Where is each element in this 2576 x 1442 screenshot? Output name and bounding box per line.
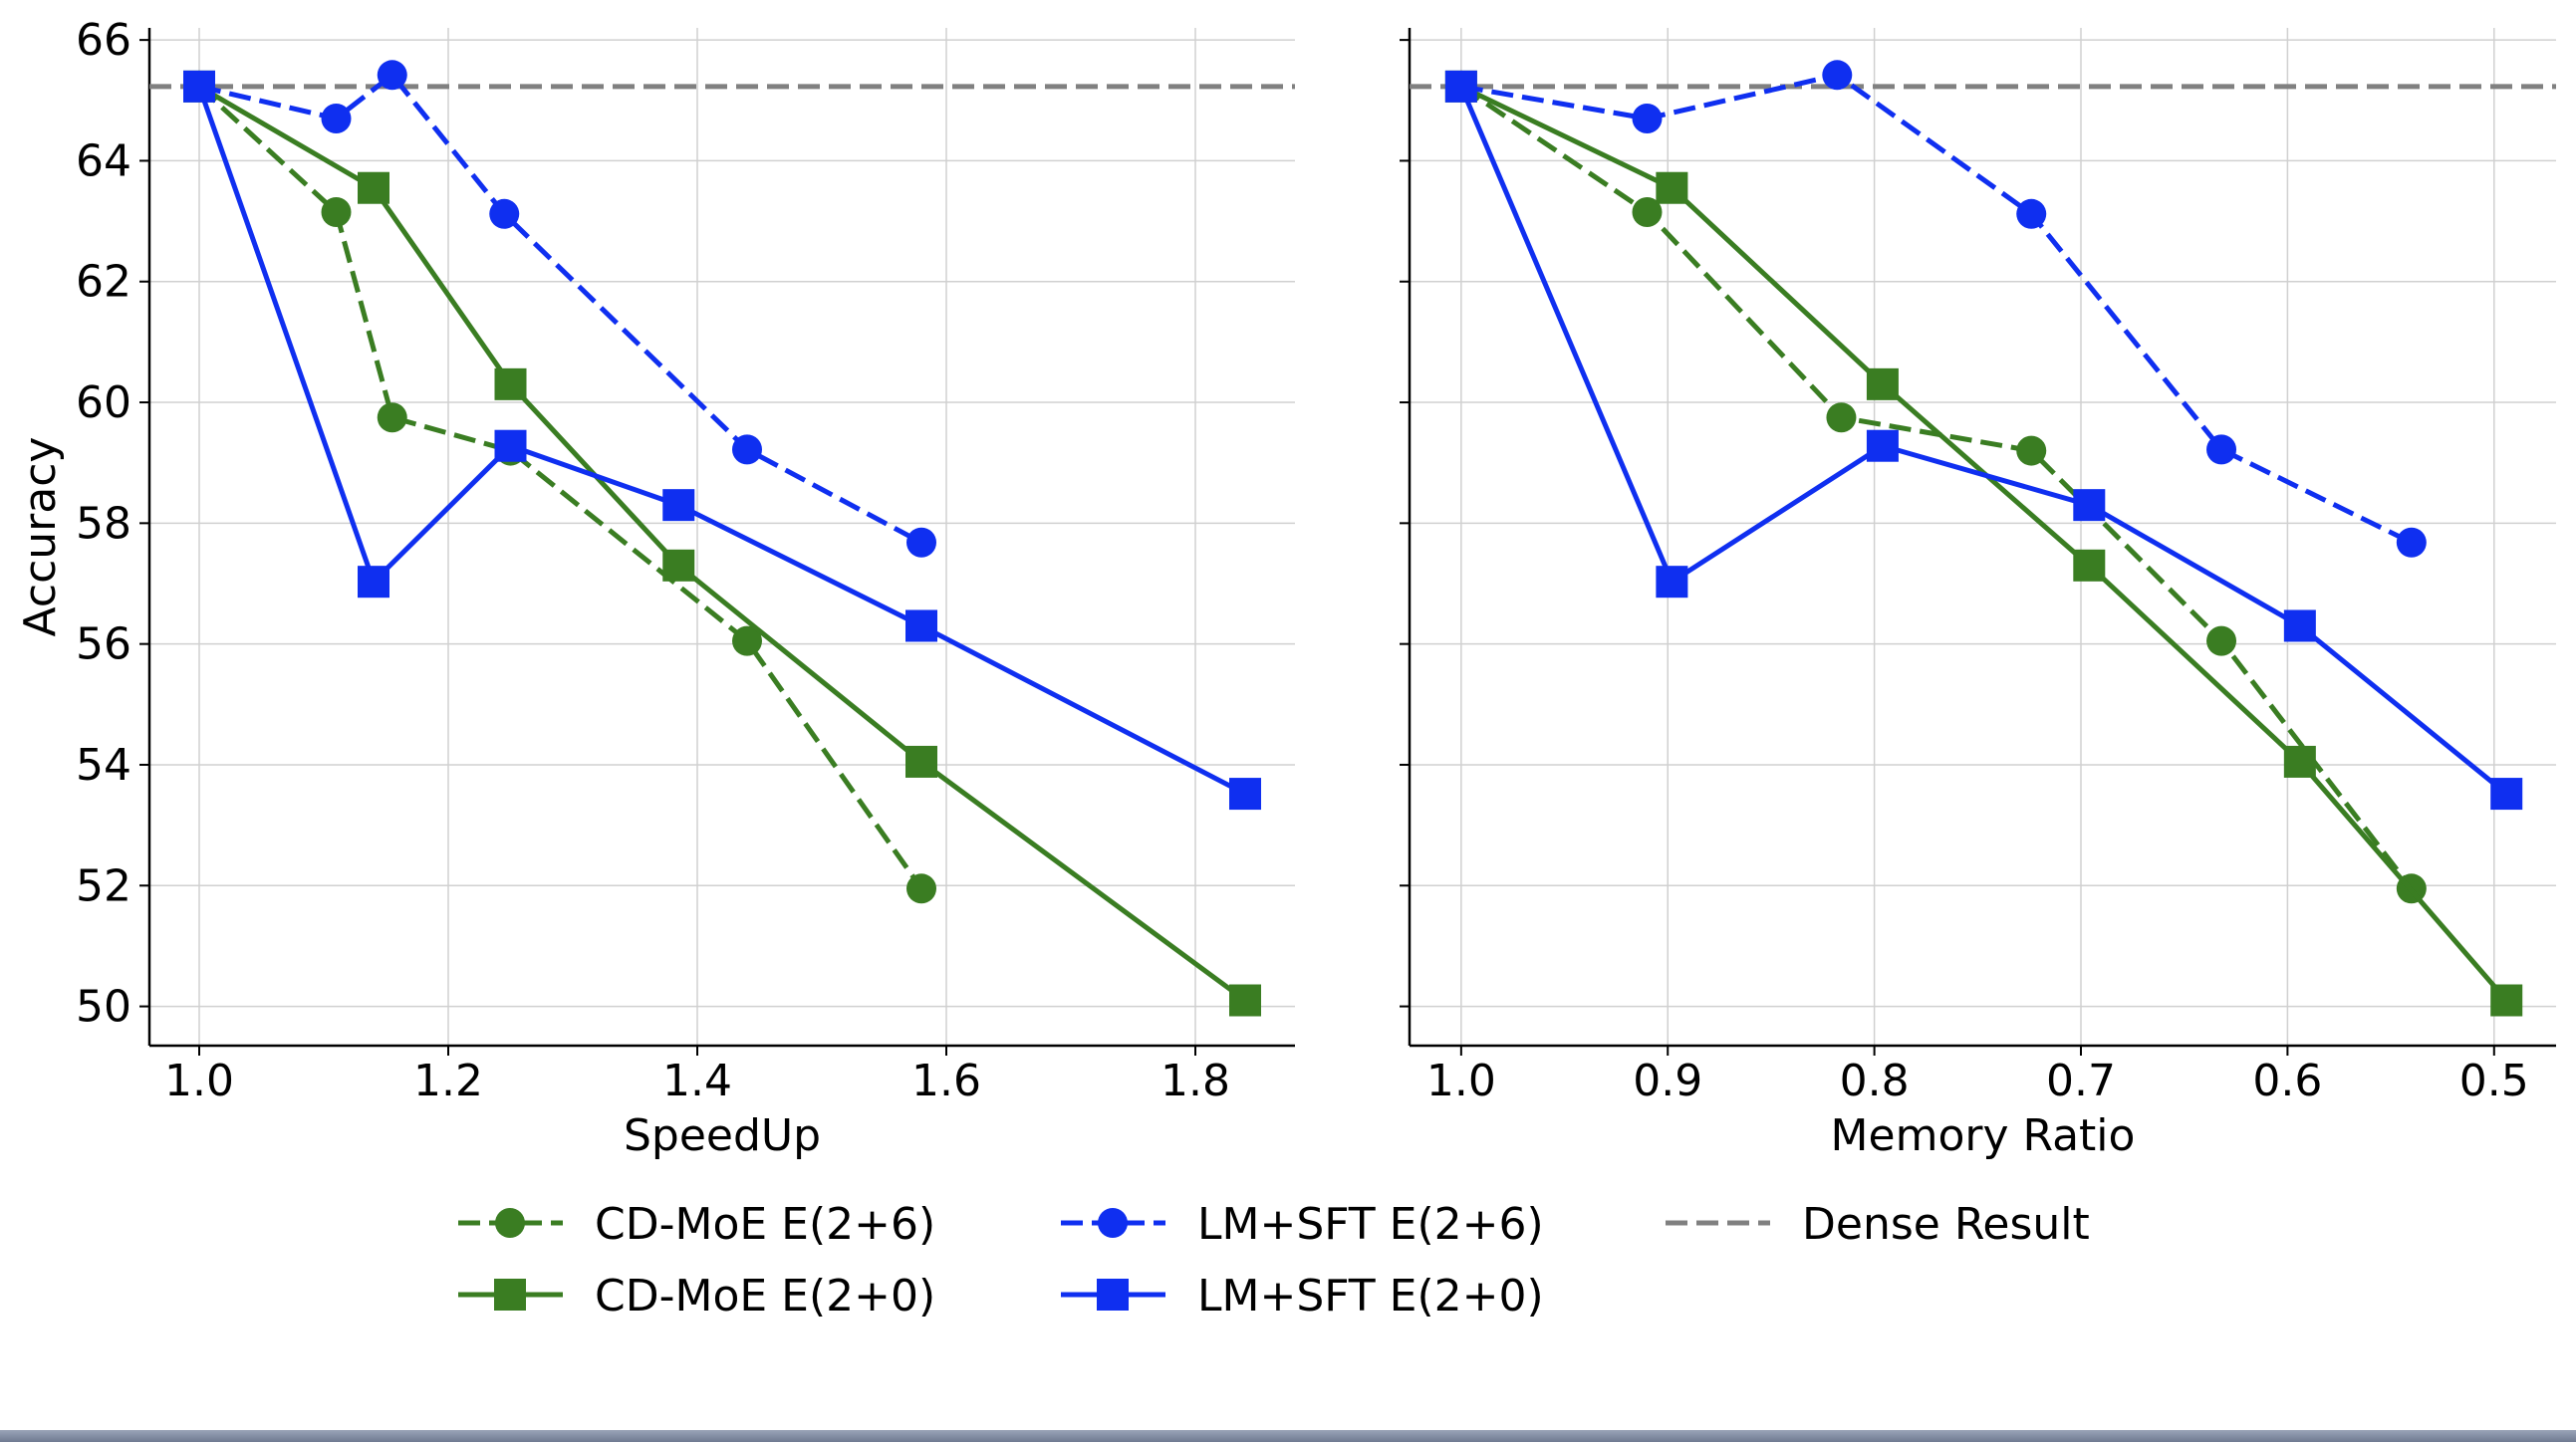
legend-item: Dense Result [1666,1199,2090,1250]
data-point [906,873,936,904]
data-point [358,171,389,204]
chart-panel-1: 1.0 1.2 1.4 1.6 1.8 50 52 54 56 58 60 62 64 66 SpeedUp… [15,15,1295,1161]
data-point [905,745,937,778]
x-tick-label: 1.0 [164,1056,234,1106]
data-point [494,429,527,462]
data-point [2016,198,2047,229]
data-point [377,60,407,91]
series-lm-sft-e-2-6- [1445,60,2427,558]
x-tick-label: 0.7 [2046,1056,2116,1106]
data-point [1229,984,1261,1017]
data-point [1866,429,1899,462]
legend-item: CD-MoE E(2+0) [458,1271,935,1322]
data-point [2396,527,2427,558]
y-tick-label: 64 [76,135,131,186]
data-point [2016,435,2047,466]
gridlines [1410,28,2556,1046]
data-point [2073,489,2106,522]
data-point [1826,402,1857,433]
data-point [494,367,527,400]
data-point [906,527,936,558]
x-tick-label: 1.6 [911,1056,981,1106]
data-point [321,103,352,133]
series-line [1460,72,2413,546]
series-lm-sft-e-2-6- [184,60,936,558]
data-point [1822,60,1853,91]
legend-item: CD-MoE E(2+6) [458,1199,935,1250]
data-point [662,489,695,522]
x-tick-label: 1.8 [1160,1056,1230,1106]
x-tick-label: 0.5 [2459,1056,2529,1106]
legend-item: LM+SFT E(2+6) [1061,1199,1544,1250]
legend-swatch-marker [494,1279,526,1311]
data-point [732,434,762,465]
series-line [1459,84,2414,890]
series-line [198,72,923,545]
legend-label: LM+SFT E(2+0) [1197,1271,1544,1322]
series-line [197,84,924,890]
legend-swatch-marker [1097,1279,1129,1311]
legend-label: LM+SFT E(2+6) [1197,1199,1544,1250]
y-tick-label: 56 [76,619,131,670]
data-point [183,70,215,103]
series-lm-sft-e-2-0- [1444,70,2523,811]
data-point [662,549,695,582]
series-cd-moe-e-2-6- [1445,71,2427,904]
x-axis-label: SpeedUp [624,1110,821,1161]
y-tick-label: 50 [76,982,131,1033]
series-lm-sft-e-2-0- [183,70,1261,811]
data-point [2490,984,2523,1017]
data-point [2490,778,2523,811]
legend-swatch-marker [495,1208,525,1238]
legend-label: CD-MoE E(2+0) [595,1271,935,1322]
series-cd-moe-e-2-0- [1444,70,2523,1017]
y-tick-label: 52 [76,860,131,911]
chart-panel-2: 1.0 0.9 0.8 0.7 0.6 0.5 Memory Ratio [1400,28,2556,1161]
legend-label: CD-MoE E(2+6) [595,1199,935,1250]
y-tick-label: 54 [76,740,131,791]
series-line [1458,85,2508,797]
data-point [1229,778,1261,811]
data-point [905,609,937,642]
y-tick-label: 62 [76,257,131,308]
x-tick-label: 0.6 [2252,1056,2322,1106]
legend: CD-MoE E(2+6) CD-MoE E(2+0) LM+SFT E(2+6) L… [458,1199,2090,1322]
series-line [197,84,1247,1003]
data-point [732,625,762,656]
data-point [1656,171,1688,204]
data-point [358,566,389,599]
x-tick-label: 1.0 [1426,1056,1496,1106]
data-point [2283,745,2316,778]
y-tick-label: 60 [76,377,131,428]
x-tick-label: 1.2 [413,1056,483,1106]
data-point [321,196,352,227]
x-tick-label: 1.4 [662,1056,732,1106]
gridlines [149,28,1295,1046]
data-point [489,198,520,229]
series-line [1459,84,2509,1003]
legend-swatch-marker [1098,1208,1128,1238]
data-point [2283,609,2316,642]
data-point [1632,103,1663,133]
data-point [2206,625,2237,656]
data-point [2206,434,2237,465]
x-tick-label: 0.9 [1633,1056,1702,1106]
data-point [1632,196,1663,227]
x-axis-label: Memory Ratio [1831,1110,2136,1161]
data-point [1866,367,1899,400]
data-point [1656,566,1688,599]
y-tick-label: 66 [76,15,131,66]
data-point [2073,549,2106,582]
data-point [377,402,407,433]
y-axis-label: Accuracy [15,437,66,637]
x-tick-label: 0.8 [1840,1056,1910,1106]
legend-item: LM+SFT E(2+0) [1061,1271,1544,1322]
legend-label: Dense Result [1802,1199,2090,1250]
series-line [196,86,1247,797]
data-point [1444,70,1477,103]
y-tick-label: 58 [76,498,131,549]
window-bottom-border [0,1430,2576,1442]
